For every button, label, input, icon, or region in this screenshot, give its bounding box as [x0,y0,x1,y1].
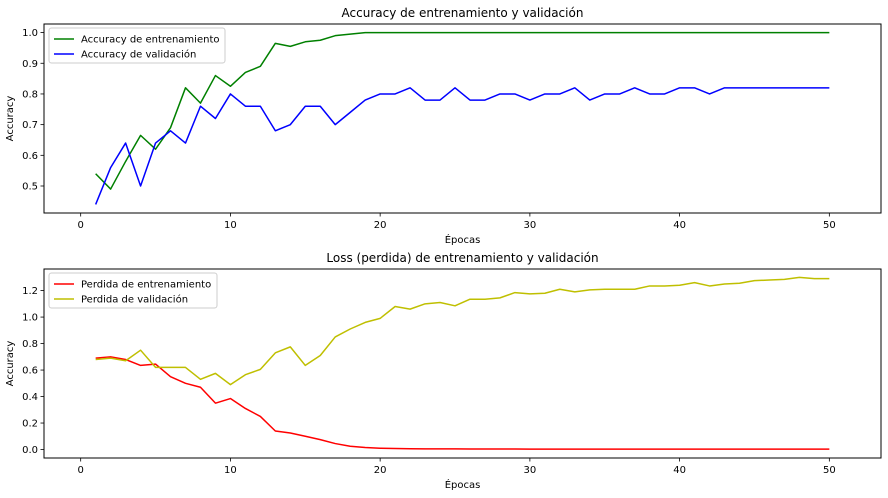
x-tick-label: 30 [524,465,537,476]
y-tick-label: 0.5 [22,182,38,193]
y-tick-label: 0.0 [22,445,38,456]
legend-box [48,272,218,309]
y-tick-label: 1.0 [22,28,38,39]
y-tick-label: 0.6 [22,366,38,377]
plot-frame [43,268,882,459]
series-line-1 [95,276,830,386]
x-tick-label: 20 [374,220,387,231]
x-tick-label: 10 [224,220,237,231]
series-line-0 [95,356,830,450]
y-tick-label: 1.0 [22,313,38,324]
y-axis-label: Accuracy [5,96,16,142]
x-tick-label: 30 [524,220,537,231]
y-tick-label: 0.4 [22,392,38,403]
y-axis-label: Accuracy [5,341,16,387]
legend-label: Accuracy de validación [81,49,196,61]
x-tick-label: 50 [823,465,836,476]
y-tick-label: 0.7 [22,120,38,131]
legend-label: Perdida de validación [81,294,188,306]
series-line-1 [94,87,830,205]
series-line-0 [95,31,830,190]
chart-title: Loss (perdida) de entrenamiento y valida… [326,251,598,265]
legend-box [48,27,226,64]
y-tick-label: 0.9 [22,59,38,70]
x-tick-label: 40 [673,465,686,476]
accuracy-chart: Accuracy de entrenamiento y validación 0… [5,6,882,246]
plot-frame [43,23,882,214]
x-axis-label: Épocas [445,478,481,491]
loss-chart: Loss (perdida) de entrenamiento y valida… [5,251,882,491]
x-tick-label: 0 [77,220,83,231]
x-tick-label: 10 [224,465,237,476]
x-tick-label: 20 [374,465,387,476]
legend-label: Perdida de entrenamiento [81,280,211,291]
y-tick-label: 1.2 [22,286,38,297]
x-tick-label: 40 [673,220,686,231]
y-tick-label: 0.2 [22,419,38,430]
x-tick-label: 0 [77,465,83,476]
y-tick-label: 0.8 [22,89,38,100]
y-tick-label: 0.8 [22,339,38,350]
legend: Accuracy de entrenamiento Accuracy de val… [48,27,226,64]
y-tick-label: 0.6 [22,151,38,162]
legend-label: Accuracy de entrenamiento [81,35,219,46]
x-axis-label: Épocas [445,233,481,246]
legend: Perdida de entrenamiento Perdida de valid… [48,272,218,309]
chart-title: Accuracy de entrenamiento y validación [342,6,584,20]
x-tick-label: 50 [823,220,836,231]
